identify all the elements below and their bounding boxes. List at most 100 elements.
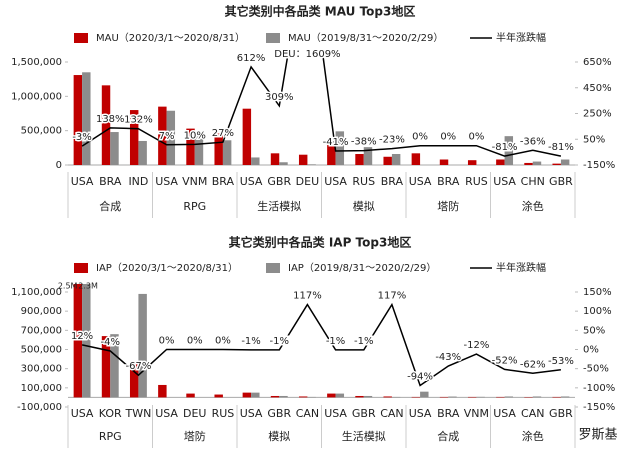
- x-tick-label: BRA: [212, 175, 235, 188]
- bar: [138, 140, 147, 165]
- line-value-label: -43%: [435, 352, 461, 363]
- line-value-label: -41%: [323, 137, 349, 148]
- bar: [110, 132, 119, 165]
- line-value-label: -36%: [520, 136, 546, 147]
- line-value-label: 132%: [124, 115, 153, 126]
- group-label: 涂色: [522, 429, 544, 443]
- y2-tick-label: 0%: [583, 345, 599, 356]
- line-value-label: -62%: [520, 359, 546, 370]
- x-tick-label: DEU: [183, 407, 206, 420]
- bar: [335, 131, 345, 165]
- bar: [242, 108, 252, 165]
- x-tick-label: BRA: [99, 175, 122, 188]
- line-value-label: -1%: [270, 336, 289, 347]
- line-value-label: -67%: [125, 361, 151, 372]
- line-value-label: -3%: [72, 132, 91, 143]
- bar: [560, 159, 570, 165]
- line-value-label: -52%: [492, 355, 518, 366]
- bar: [101, 85, 111, 165]
- legend-label: MAU（2020/3/1～2020/8/31）: [96, 32, 245, 44]
- line-value-label: -4%: [101, 337, 120, 348]
- bar: [270, 395, 280, 398]
- y2-tick-label: -50%: [583, 364, 609, 375]
- x-tick-label: USA: [324, 175, 347, 188]
- y-tick-label: 0: [56, 160, 62, 171]
- line-value-label: 7%: [159, 131, 175, 142]
- x-tick-label: GBR: [267, 175, 291, 188]
- bar: [411, 153, 421, 165]
- bar: [335, 393, 345, 398]
- line-value-label: -1%: [326, 336, 345, 347]
- line-value-label: 12%: [71, 331, 93, 342]
- group-label: 涂色: [522, 199, 544, 213]
- line-value-label: 117%: [378, 291, 407, 302]
- bar: [327, 145, 336, 165]
- y-tick-label: 500,000: [21, 126, 62, 137]
- bar: [222, 140, 232, 165]
- y2-tick-label: 450%: [583, 83, 612, 94]
- y2-tick-label: -150%: [583, 402, 615, 413]
- bar: [355, 154, 364, 165]
- x-tick-label: RUS: [352, 175, 375, 188]
- line-value-label: 0%: [468, 132, 484, 143]
- line-value-label: -81%: [548, 142, 574, 153]
- bar: [420, 391, 429, 398]
- line-value-label: 0%: [440, 132, 456, 143]
- bar: [279, 162, 288, 165]
- chart-title: 其它类别中各品类 MAU Top3地区: [225, 4, 416, 19]
- group-label: 模拟: [353, 199, 375, 213]
- bar: [524, 162, 533, 165]
- line-series: [81, 302, 561, 387]
- y-tick-label: 900,000: [21, 306, 62, 317]
- legend-label: MAU（2019/8/31～2020/2/29）: [288, 32, 443, 44]
- legend-swatch: [74, 33, 88, 43]
- bar: [158, 384, 167, 398]
- bar: [279, 395, 288, 398]
- y2-tick-label: 50%: [583, 134, 605, 145]
- x-tick-label: USA: [155, 175, 178, 188]
- legend-label: IAP（2019/8/31～2020/2/29）: [288, 262, 436, 274]
- bar-value-label: 2.5M: [58, 282, 78, 291]
- bar: [504, 396, 514, 398]
- bar: [355, 395, 364, 398]
- bar: [129, 362, 139, 398]
- x-tick-label: USA: [240, 407, 263, 420]
- legend-label: 半年涨跌幅: [496, 261, 546, 274]
- y-tick-label: -100,000: [17, 402, 62, 413]
- bar: [186, 393, 195, 398]
- bar: [214, 133, 223, 165]
- bar: [129, 110, 139, 165]
- bar: [194, 132, 204, 165]
- chart-title: 其它类别中各品类 IAP Top3地区: [229, 235, 412, 250]
- line-value-label: 27%: [212, 128, 234, 139]
- bar: [327, 393, 336, 398]
- watermark: 罗斯基: [578, 428, 617, 443]
- group-label: 合成: [437, 429, 459, 443]
- bar: [73, 284, 83, 398]
- x-tick-label: TWN: [125, 407, 152, 420]
- group-label: RPG: [183, 200, 206, 213]
- x-tick-label: USA: [324, 407, 347, 420]
- bar: [251, 157, 260, 165]
- x-tick-label: KOR: [99, 407, 122, 420]
- bar: [532, 161, 542, 165]
- group-label: 生活模拟: [257, 199, 301, 213]
- bar: [307, 164, 316, 165]
- line-value-label: 612%: [237, 53, 266, 64]
- x-tick-label: USA: [71, 175, 94, 188]
- x-tick-label: DEU: [296, 175, 319, 188]
- bar: [363, 395, 373, 398]
- y-tick-label: 500,000: [21, 345, 62, 356]
- bar: [363, 147, 373, 165]
- legend-swatch: [74, 263, 88, 273]
- x-tick-label: CHN: [521, 175, 545, 188]
- bar: [467, 160, 477, 165]
- bar: [82, 72, 91, 165]
- y-tick-label: 100,000: [21, 383, 62, 394]
- x-tick-label: BRA: [381, 175, 404, 188]
- x-tick-label: BRA: [437, 407, 460, 420]
- x-tick-label: CAN: [521, 407, 544, 420]
- line-value-label: 138%: [96, 114, 125, 125]
- bar: [110, 334, 119, 398]
- bar: [101, 336, 111, 398]
